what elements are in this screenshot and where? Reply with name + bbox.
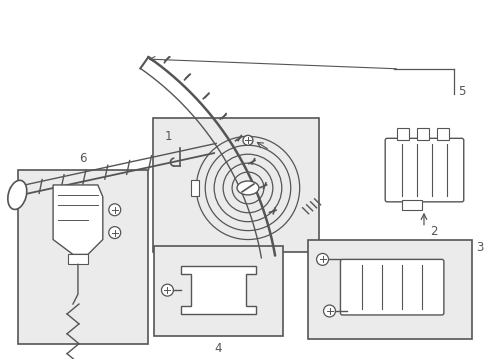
Ellipse shape <box>237 181 259 195</box>
Text: 6: 6 <box>79 152 87 165</box>
Text: 3: 3 <box>476 241 483 254</box>
Circle shape <box>243 135 253 145</box>
Bar <box>152 118 318 252</box>
Text: 1: 1 <box>165 130 172 143</box>
Bar <box>397 129 409 140</box>
Bar <box>18 170 147 344</box>
Bar <box>153 247 283 336</box>
Circle shape <box>317 253 328 265</box>
Circle shape <box>323 305 336 317</box>
Circle shape <box>109 204 121 216</box>
Bar <box>437 129 449 140</box>
Bar <box>417 129 429 140</box>
Polygon shape <box>53 185 103 255</box>
Circle shape <box>109 227 121 239</box>
Bar <box>308 239 472 339</box>
Circle shape <box>162 284 173 296</box>
Text: 2: 2 <box>430 225 438 238</box>
FancyBboxPatch shape <box>341 260 444 315</box>
Polygon shape <box>181 266 256 314</box>
Bar <box>68 255 88 264</box>
Text: 4: 4 <box>215 342 222 355</box>
Ellipse shape <box>8 180 27 210</box>
Bar <box>191 180 199 196</box>
Bar <box>402 200 422 210</box>
Text: 5: 5 <box>458 85 466 98</box>
FancyBboxPatch shape <box>385 138 464 202</box>
